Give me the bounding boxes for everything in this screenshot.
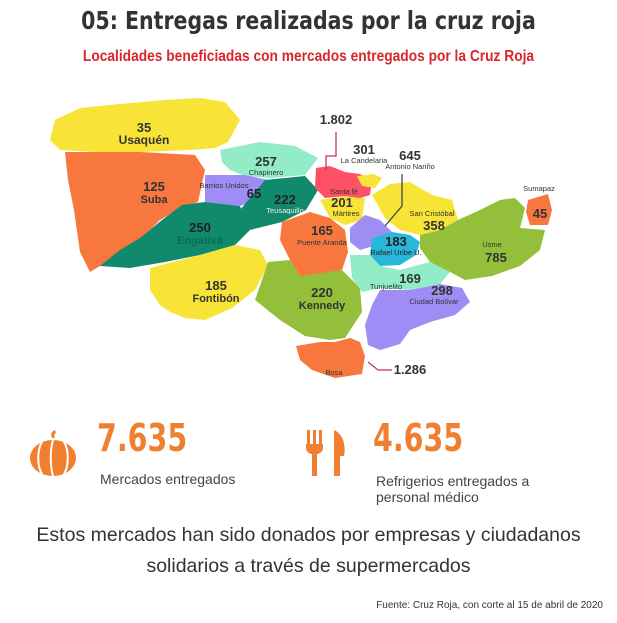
label-sumapaz-value: 45: [533, 206, 547, 221]
label-ciudad-bolivar-name: Ciudad Bolívar: [409, 297, 459, 306]
label-usaquen-name: Usaquén: [119, 133, 170, 147]
region-tunjuelito: [350, 255, 450, 292]
label-fontibon-name: Fontibón: [192, 293, 239, 305]
label-martires-value: 201: [331, 195, 353, 210]
region-bosa: [296, 338, 365, 378]
label-suba-value: 125: [143, 179, 165, 194]
region-sumapaz: [526, 194, 552, 225]
label-rafael-uribe-name: Rafael Uribe U.: [370, 248, 421, 257]
region-kennedy: [255, 260, 362, 340]
label-barrios-unidos-value: 65: [247, 186, 261, 201]
label-bosa-value: 1.286: [394, 362, 427, 377]
label-engativa-name: Engativá: [177, 235, 224, 247]
label-rafael-uribe-value: 183: [385, 234, 407, 249]
region-suba: [65, 152, 205, 272]
region-engativa: [100, 202, 250, 268]
pumpkin-icon: [30, 430, 76, 477]
pointer-bosa: [367, 361, 392, 371]
label-chapinero-value: 257: [255, 154, 277, 169]
pointer-antonio-narino: [384, 174, 403, 227]
label-kennedy-name: Kennedy: [299, 300, 346, 312]
tagline-line1: Estos mercados han sido donados por empr…: [36, 524, 581, 546]
cutlery-icon: [306, 430, 345, 476]
page-subtitle: Localidades beneficiadas con mercados en…: [82, 48, 535, 65]
label-antonio-narino-value: 645: [399, 148, 421, 163]
label-bosa-name: Bosa: [325, 368, 343, 377]
region-usme: [420, 198, 545, 280]
label-santa-fe-value: 1.802: [320, 112, 353, 127]
region-fontibon: [150, 245, 268, 320]
region-teusaquillo: [240, 176, 318, 230]
pointer-santa-fe: [325, 132, 337, 170]
region-puente-aranda: [280, 212, 348, 276]
label-sumapaz-name: Sumapaz: [523, 184, 555, 193]
label-la-candelaria-name: La Candelaria: [341, 156, 389, 165]
label-martires-name: Mártires: [332, 209, 359, 218]
bogota-localities-map: 35 Usaquén 125 Suba 257 Chapinero Barrio…: [50, 98, 555, 378]
region-rafael-uribe: [370, 232, 420, 266]
label-chapinero-name: Chapinero: [249, 168, 284, 177]
source-note: Fuente: Cruz Roja, con corte al 15 de ab…: [376, 600, 603, 611]
tagline-line2: solidarios a través de supermercados: [146, 555, 471, 577]
stat-mercados-label: Mercados entregados: [100, 471, 236, 487]
stat-refrigerios-label: Refrigerios entregados a personal médico: [376, 473, 529, 505]
label-engativa-value: 250: [189, 220, 211, 235]
region-ciudad-bolivar: [365, 284, 470, 350]
stat-mercados-value: 7.635: [97, 416, 188, 460]
region-chapinero: [220, 142, 318, 178]
stat-refrigerios-value: 4.635: [373, 416, 464, 460]
label-san-cristobal-value: 358: [423, 218, 445, 233]
label-antonio-narino-name: Antonio Nariño: [385, 162, 435, 171]
label-usme-name: Usme: [482, 240, 502, 249]
label-barrios-unidos-name: Barrios Unidos: [199, 181, 248, 190]
label-tunjuelito-value: 169: [399, 271, 421, 286]
label-teusaquillo-name: Teusaquillo: [266, 206, 304, 215]
label-usme-value: 785: [485, 250, 507, 265]
region-la-candelaria: [357, 174, 382, 188]
label-san-cristobal-name: San Cristóbal: [409, 209, 454, 218]
label-la-candelaria-value: 301: [353, 142, 375, 157]
label-puente-aranda-value: 165: [311, 223, 333, 238]
page-title: 05: Entregas realizadas por la cruz roja: [81, 6, 536, 35]
label-santa-fe-name: Santa fé: [330, 187, 358, 196]
label-ciudad-bolivar-value: 298: [431, 283, 453, 298]
label-teusaquillo-value: 222: [274, 192, 296, 207]
region-san-cristobal: [372, 182, 458, 235]
label-puente-aranda-name: Puente Aranda: [297, 238, 347, 247]
region-martires: [320, 196, 365, 225]
stat-refrigerios-label-line1: Refrigerios entregados a: [376, 473, 530, 489]
label-fontibon-value: 185: [205, 278, 227, 293]
label-tunjuelito-name: Tunjuelito: [370, 282, 402, 291]
stat-refrigerios-label-line2: personal médico: [376, 489, 479, 505]
label-usaquen-value: 35: [137, 120, 151, 135]
label-suba-name: Suba: [141, 194, 169, 206]
label-kennedy-value: 220: [311, 285, 333, 300]
region-usaquen: [50, 98, 240, 152]
region-santa-fe: [315, 166, 372, 198]
